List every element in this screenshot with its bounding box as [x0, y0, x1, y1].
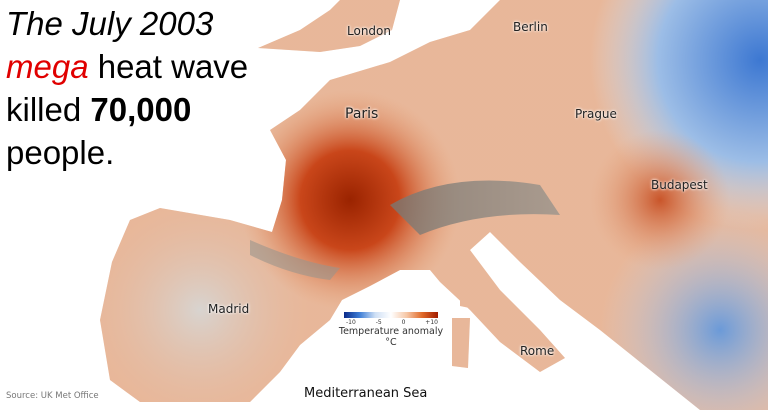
legend-tick: 0 — [401, 319, 406, 326]
city-label-prague: Prague — [575, 107, 617, 121]
city-label-rome: Rome — [520, 344, 555, 358]
legend-tick: -10 — [346, 319, 356, 326]
legend-color-scale — [344, 312, 438, 318]
alps-relief — [390, 180, 560, 235]
headline-emphasis: mega — [6, 48, 89, 85]
source-credit: Source: UK Met Office — [6, 391, 99, 401]
pyrenees-relief — [250, 240, 340, 280]
city-label-london: London — [347, 24, 391, 38]
city-label-berlin: Berlin — [513, 20, 548, 34]
city-label-madrid: Madrid — [208, 302, 250, 316]
headline: The July 2003 mega heat wave killed 70,0… — [6, 2, 248, 174]
headline-line-3: killed — [6, 91, 91, 128]
headline-line-1: The July 2003 — [6, 5, 214, 42]
headline-line-2: heat wave — [88, 48, 249, 85]
legend-title: Temperature anomaly °C — [338, 326, 444, 348]
city-label-paris: Paris — [345, 106, 379, 122]
temperature-legend: -10 -5 0 +10 Temperature anomaly °C — [336, 312, 446, 348]
death-toll: 70,000 — [90, 91, 192, 128]
city-label-budapest: Budapest — [651, 178, 708, 192]
sea-label: Mediterranean Sea — [304, 386, 428, 401]
legend-tick: +10 — [425, 319, 438, 326]
headline-line-4: people. — [6, 134, 115, 171]
legend-tick: -5 — [375, 319, 382, 326]
